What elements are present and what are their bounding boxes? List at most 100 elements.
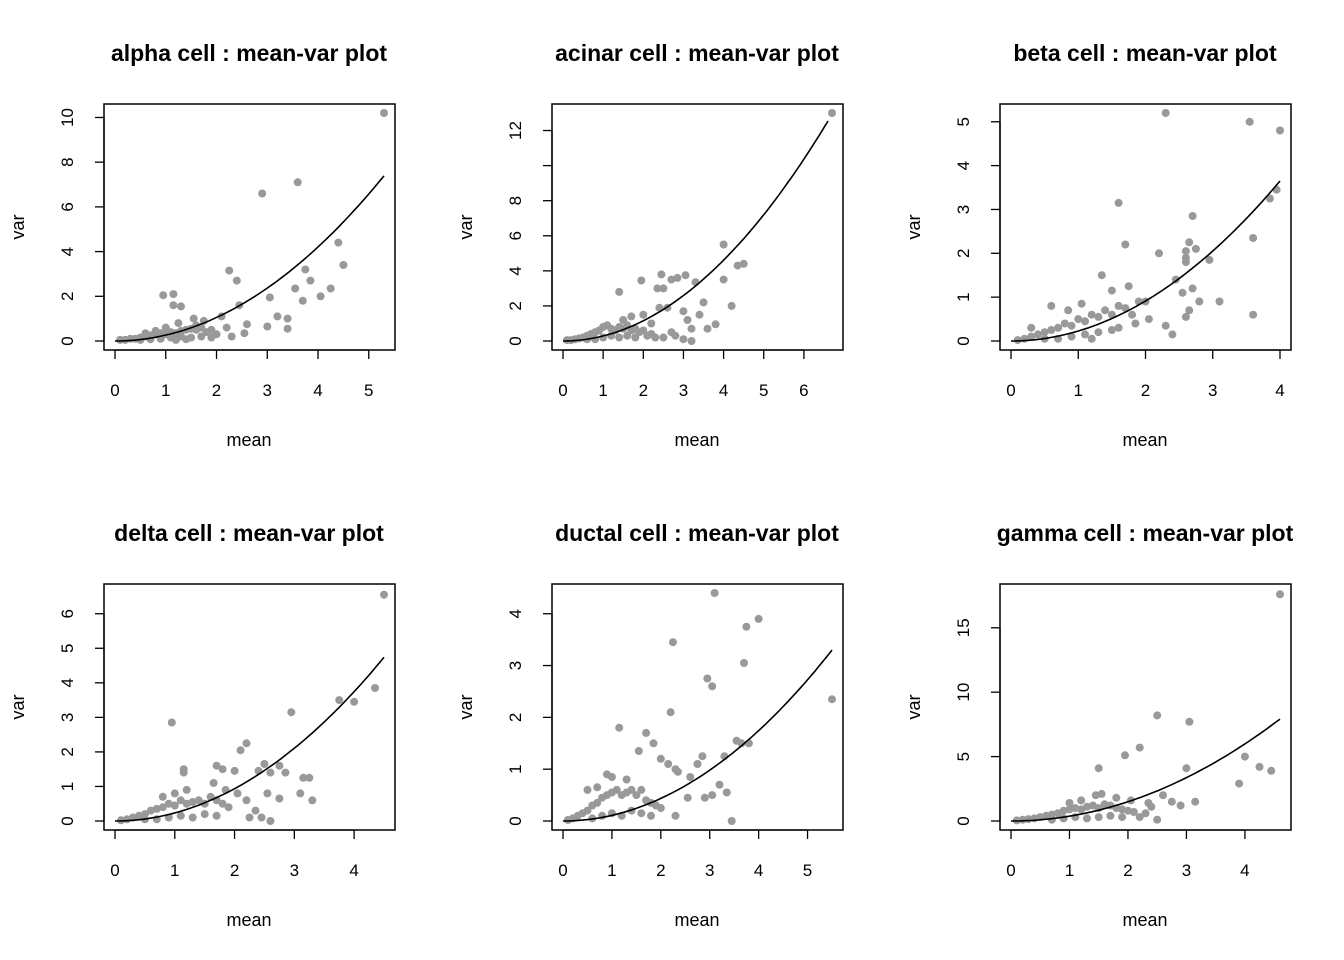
data-point <box>182 335 191 344</box>
data-point <box>1101 306 1110 315</box>
data-point <box>593 798 602 807</box>
y-tick-label: 12 <box>506 121 525 140</box>
data-point <box>171 335 180 344</box>
data-point <box>1121 751 1129 760</box>
scatter-points <box>1013 109 1284 345</box>
data-point <box>671 331 680 340</box>
data-point <box>673 767 682 776</box>
data-point <box>1077 299 1086 308</box>
y-tick-label: 5 <box>58 644 77 653</box>
data-point <box>273 312 282 321</box>
y-tick-label: 0 <box>506 816 525 825</box>
chart-panel: delta cell : mean-var plot mean var 0 1 2 3 4 0 1… <box>8 520 396 930</box>
data-point <box>1077 796 1086 805</box>
data-point <box>1167 797 1176 806</box>
data-point <box>243 320 251 329</box>
data-point <box>224 803 233 812</box>
data-point <box>1205 255 1214 264</box>
data-point <box>218 765 227 774</box>
y-tick-label: 5 <box>954 752 973 761</box>
data-point <box>222 323 231 332</box>
data-point <box>647 319 656 328</box>
data-point <box>233 789 242 798</box>
y-axis: 0 1 2 3 4 <box>506 609 553 826</box>
scatter-points <box>563 109 836 345</box>
x-axis-label: mean <box>1122 430 1167 450</box>
y-tick-label: 6 <box>58 202 77 211</box>
x-tick-label: 3 <box>290 861 299 880</box>
data-point <box>1161 109 1170 117</box>
chart-title: beta cell : mean-var plot <box>1013 40 1277 66</box>
data-point <box>1067 332 1076 341</box>
y-tick-label: 0 <box>58 336 77 345</box>
data-point <box>1047 301 1056 310</box>
y-tick-label: 1 <box>954 292 973 301</box>
data-point <box>308 796 317 805</box>
data-point <box>1249 310 1258 319</box>
plot-frame <box>999 103 1292 351</box>
data-point <box>200 810 209 819</box>
x-tick-label: 2 <box>656 861 665 880</box>
data-point <box>1040 328 1049 337</box>
x-tick-label: 4 <box>313 381 322 400</box>
data-point <box>828 695 836 704</box>
data-point <box>1178 288 1187 297</box>
x-tick-label: 4 <box>349 861 358 880</box>
data-point <box>305 773 314 782</box>
data-point <box>339 261 348 269</box>
data-point <box>236 746 245 755</box>
data-point <box>182 799 191 808</box>
y-tick-label: 0 <box>506 336 525 345</box>
data-point <box>1114 198 1123 207</box>
x-axis-label: mean <box>1122 910 1167 930</box>
data-point <box>176 811 185 820</box>
x-axis: 0 1 2 3 4 <box>1006 829 1250 880</box>
data-point <box>266 768 275 777</box>
y-tick-label: 1 <box>58 782 77 791</box>
data-point <box>242 796 251 805</box>
chart-panel: ductal cell : mean-var plot mean var 0 1 2 3 4 5… <box>456 520 844 930</box>
data-point <box>240 329 249 338</box>
data-point <box>659 284 668 293</box>
plot-frame <box>103 583 396 831</box>
data-point <box>659 333 668 342</box>
data-point <box>744 739 753 748</box>
data-point <box>1047 326 1056 334</box>
data-point <box>1181 258 1190 267</box>
data-point <box>212 761 221 770</box>
x-axis: 0 1 2 3 4 <box>1006 349 1285 400</box>
data-point <box>291 284 300 293</box>
x-tick-label: 3 <box>705 861 714 880</box>
x-tick-label: 0 <box>110 861 119 880</box>
y-tick-label: 4 <box>954 161 973 170</box>
data-point <box>1094 764 1103 773</box>
data-point <box>158 792 167 801</box>
data-point <box>1191 244 1200 253</box>
data-point <box>1033 330 1042 339</box>
data-point <box>1141 809 1150 818</box>
y-tick-label: 4 <box>506 266 525 275</box>
data-point <box>212 811 221 820</box>
data-point <box>1147 802 1156 811</box>
y-axis-label: var <box>456 694 476 719</box>
data-point <box>607 773 616 781</box>
data-point <box>179 768 188 777</box>
data-point <box>737 739 746 748</box>
data-point <box>623 331 632 340</box>
x-tick-label: 0 <box>558 381 567 400</box>
data-point <box>301 265 310 274</box>
x-tick-label: 3 <box>1208 381 1217 400</box>
data-point <box>1276 590 1284 599</box>
y-tick-label: 0 <box>954 816 973 825</box>
data-point <box>634 747 643 755</box>
data-point <box>194 796 203 805</box>
data-point <box>1094 312 1103 321</box>
data-point <box>283 324 292 333</box>
data-point <box>1235 779 1244 788</box>
data-point <box>298 296 307 305</box>
data-point <box>1265 194 1274 203</box>
data-point <box>754 614 763 623</box>
scatter-points <box>117 590 388 825</box>
data-point <box>722 788 731 797</box>
